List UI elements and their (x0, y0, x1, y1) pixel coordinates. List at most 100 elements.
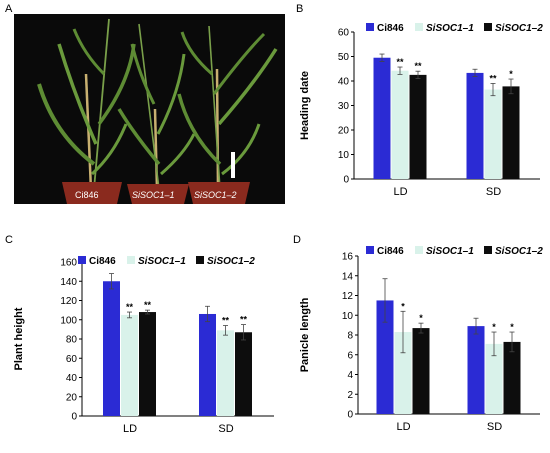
significance-mark: * (419, 313, 423, 323)
panel-letter-b: B (296, 3, 304, 15)
bar-ci846-sd (466, 72, 484, 179)
significance-mark: * (509, 69, 513, 79)
y-tick-label: 10 (338, 150, 350, 161)
y-tick-label: 50 (338, 52, 350, 63)
bar-sisoc1-1-sd (484, 89, 502, 179)
leaf (177, 93, 222, 166)
scale-bar (231, 152, 235, 178)
y-tick-label: 0 (71, 412, 77, 423)
photo-label-sisoc1-2: SiSOC1–2 (194, 190, 237, 200)
legend-label: SiSOC1–2 (495, 23, 543, 34)
panel-letter-c: C (5, 234, 13, 246)
legend-swatch (484, 246, 492, 254)
legend-swatch (484, 23, 492, 31)
pot-3 (188, 182, 250, 204)
bar-ci846-ld (103, 281, 120, 416)
panel-letter-a: A (5, 3, 13, 15)
legend-label: SiSOC1–1 (138, 256, 186, 267)
significance-mark: ** (414, 61, 422, 71)
legend-label: Ci846 (377, 23, 404, 34)
legend-label: Ci846 (377, 246, 404, 257)
significance-mark: * (492, 322, 496, 332)
legend-swatch (415, 23, 423, 31)
stake-1 (84, 73, 93, 191)
x-tick-label: SD (487, 421, 502, 433)
legend-swatch (127, 256, 135, 264)
legend-swatch (78, 256, 86, 264)
bar-sisoc1-2-sd (235, 332, 252, 416)
bar-sisoc1-2-ld (139, 312, 156, 416)
y-tick-label: 60 (66, 354, 78, 365)
bar-sisoc1-2-sd (503, 341, 521, 414)
y-tick-label: 40 (338, 77, 350, 88)
bar-sisoc1-1-sd (485, 343, 503, 414)
leaf (117, 108, 161, 166)
y-tick-label: 20 (338, 126, 350, 137)
bar-ci846-ld (376, 300, 394, 414)
leaf (72, 28, 106, 76)
legend-swatch (415, 246, 423, 254)
leaf (37, 83, 96, 166)
y-axis-label: Plant height (13, 307, 25, 370)
bar-sisoc1-1-ld (121, 314, 138, 416)
y-tick-label: 30 (338, 101, 350, 112)
bar-sisoc1-1-sd (217, 330, 234, 416)
significance-mark: * (401, 301, 405, 311)
y-tick-label: 160 (60, 258, 77, 269)
significance-mark: ** (222, 316, 230, 326)
leaf (160, 133, 196, 176)
legend-label: Ci846 (89, 256, 116, 267)
significance-mark: ** (396, 57, 404, 67)
y-tick-label: 20 (66, 392, 78, 403)
x-tick-label: SD (486, 186, 501, 198)
leaf (212, 32, 266, 95)
y-tick-label: 60 (338, 28, 350, 39)
y-tick-label: 8 (347, 331, 353, 342)
leaf (180, 31, 213, 76)
bar-ci846-sd (199, 313, 216, 416)
x-tick-label: LD (396, 421, 410, 433)
leaf (156, 53, 186, 135)
significance-mark: ** (489, 73, 497, 83)
plant-height-chart: 0 20 40 60 80 100 120 140 160 Plant height ** ** LD *… (13, 256, 274, 435)
legend-swatch (366, 23, 374, 31)
y-tick-label: 4 (347, 370, 353, 381)
y-tick-label: 12 (342, 291, 354, 302)
panel-letter-d: D (293, 234, 301, 246)
bar-ci846-ld (373, 57, 391, 179)
y-tick-label: 6 (347, 350, 353, 361)
bar-sisoc1-2-ld (409, 74, 427, 179)
y-tick-label: 80 (66, 335, 78, 346)
panicle-length-chart: 0 2 4 6 8 10 12 14 16 Panicle length * * LD * * SD Ci846… (299, 246, 543, 433)
significance-mark: ** (240, 315, 248, 325)
photo-label-sisoc1-1: SiSOC1–1 (132, 190, 175, 200)
stem-1 (93, 18, 110, 190)
bar-sisoc1-2-ld (412, 328, 430, 414)
plant-photo: Ci846 SiSOC1–1 SiSOC1–2 (14, 14, 285, 204)
y-tick-label: 140 (60, 277, 77, 288)
y-axis-label: Heading date (299, 71, 311, 140)
x-tick-label: LD (393, 186, 407, 198)
y-tick-label: 100 (60, 315, 77, 326)
legend-label: SiSOC1–1 (426, 23, 474, 34)
leaf (90, 123, 128, 176)
x-tick-label: LD (123, 423, 137, 435)
leaf (57, 43, 98, 145)
x-tick-label: SD (218, 423, 233, 435)
y-tick-label: 0 (347, 410, 353, 421)
y-tick-label: 10 (342, 311, 354, 322)
legend-swatch (196, 256, 204, 264)
leaf (130, 43, 156, 105)
legend-label: SiSOC1–2 (495, 246, 543, 257)
y-tick-label: 40 (66, 373, 78, 384)
y-tick-label: 120 (60, 296, 77, 307)
pot-1 (62, 182, 122, 204)
legend-label: SiSOC1–1 (426, 246, 474, 257)
leaf (221, 123, 261, 176)
legend-label: SiSOC1–2 (207, 256, 255, 267)
significance-mark: ** (126, 302, 134, 312)
photo-label-ci846: Ci846 (75, 190, 99, 200)
significance-mark: ** (144, 300, 152, 310)
significance-mark: * (510, 322, 514, 332)
